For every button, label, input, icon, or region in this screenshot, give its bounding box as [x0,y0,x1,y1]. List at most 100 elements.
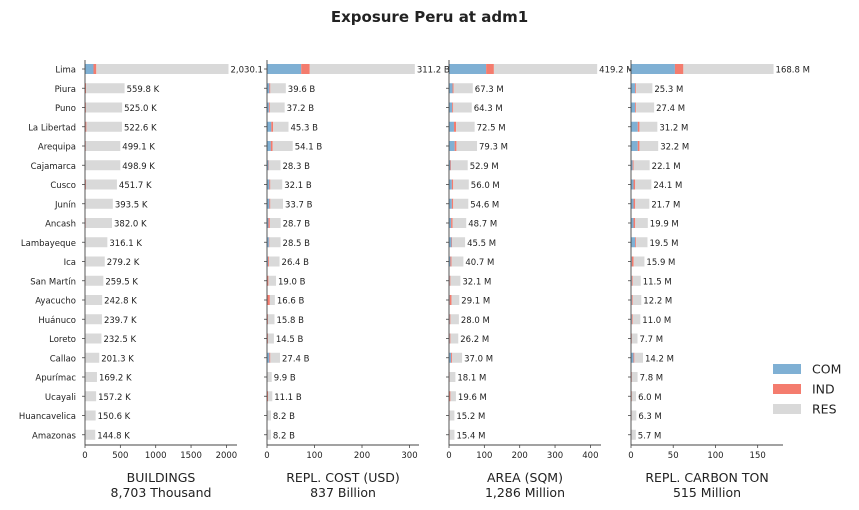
category-label: Piura [55,85,76,95]
data-label: 56.0 M [471,181,500,191]
bar-com [631,198,634,209]
bar-com [631,160,633,171]
bar-res [450,314,459,325]
data-label: 19.6 M [458,393,487,403]
bar-res [85,198,113,209]
data-label: 27.4 M [656,104,685,114]
data-label: 26.4 B [282,258,310,268]
x-tick-label: 300 [547,451,563,461]
bar-res [270,179,283,190]
bar-res [639,141,659,151]
data-label: 19.0 B [278,277,306,287]
bar-res [268,160,281,171]
data-label: 242.8 K [104,297,137,307]
data-label: 52.9 M [470,162,499,172]
bar-res [450,391,456,402]
bar-res [85,275,104,286]
bar-ind [449,391,451,402]
bar-com [449,256,451,267]
bar-ind [631,314,633,325]
data-label: 14.5 B [276,335,304,345]
bar-res [85,391,97,402]
bar-ind [451,352,453,363]
data-label: 8.2 B [273,412,295,422]
data-label: 31.2 M [659,123,688,133]
data-label: 316.1 K [109,239,142,249]
data-label: 19.9 M [650,220,679,230]
bar-res [635,218,648,228]
bar-ind [631,295,633,305]
bar-com [631,179,634,190]
category-label: Amazonas [32,431,77,441]
bar-ind [269,198,271,209]
bar-com [449,237,452,248]
bar-ind [270,141,273,151]
bar-res [639,121,658,132]
bar-res [632,295,642,305]
x-tick-label: 300 [401,451,417,461]
x-tick-label: 100 [707,451,723,461]
bar-res [451,256,464,267]
category-label: Callao [50,354,76,364]
bar-res [452,352,463,363]
bar-ind [631,275,633,286]
data-label: 24.1 M [653,181,682,191]
data-label: 9.9 B [274,374,296,384]
data-label: 232.5 K [103,335,136,345]
panel-total: 515 Million [673,485,741,500]
bar-res [631,372,638,382]
bar-res [268,256,280,267]
data-label: 48.7 M [468,220,497,230]
bar-res [85,333,102,344]
bar-ind [674,64,684,74]
legend: COM IND RES [773,362,841,417]
bar-com [449,218,452,228]
bar-res [269,218,281,228]
bar-res [270,352,281,363]
bar-ind [450,160,452,171]
bar-com [267,352,270,363]
bar-res [636,237,648,248]
data-label: 7.7 M [640,335,664,345]
data-label: 37.0 M [464,354,493,364]
bar-res [267,314,275,325]
x-tick-label: 0 [264,451,269,461]
bar-res [85,237,108,248]
x-tick-label: 400 [582,451,598,461]
bar-res [85,352,100,363]
data-label: 28.7 B [283,220,311,230]
bar-res [267,429,271,440]
bar-res [85,410,96,421]
category-label: Huánuco [38,316,76,326]
data-label: 54.1 B [295,143,323,153]
legend-label-ind: IND [812,382,835,397]
bar-res [269,237,281,248]
x-tick-label: 1500 [180,451,202,461]
bar-com [267,141,271,151]
bar-ind [301,64,310,74]
bar-res [449,429,455,440]
bar-res [683,64,774,74]
data-label: 25.3 M [654,85,683,95]
data-label: 32.2 M [660,143,689,153]
category-label: Loreto [49,335,76,345]
x-tick-label: 1000 [145,451,167,461]
x-axis-label: AREA (SQM) [487,470,563,485]
bar-res [456,141,478,151]
bar-com [631,141,638,151]
bar-res [453,198,469,209]
data-label: 45.3 B [291,123,319,133]
panel-3: 419.2 M 67.3 M 64.3 M 72.5 M 79.3 M 52.9 M 56.… [446,60,634,500]
data-label: 11.1 B [274,393,302,403]
bar-com [449,83,453,94]
legend-label-res: RES [812,402,837,417]
bar-com [449,198,452,209]
bar-res [493,64,598,74]
bar-res [86,121,122,132]
bar-res [85,160,121,171]
data-label: 169.2 K [99,374,132,384]
category-label: San Martín [30,277,76,287]
bar-ind [85,83,87,94]
bar-res [452,237,466,248]
